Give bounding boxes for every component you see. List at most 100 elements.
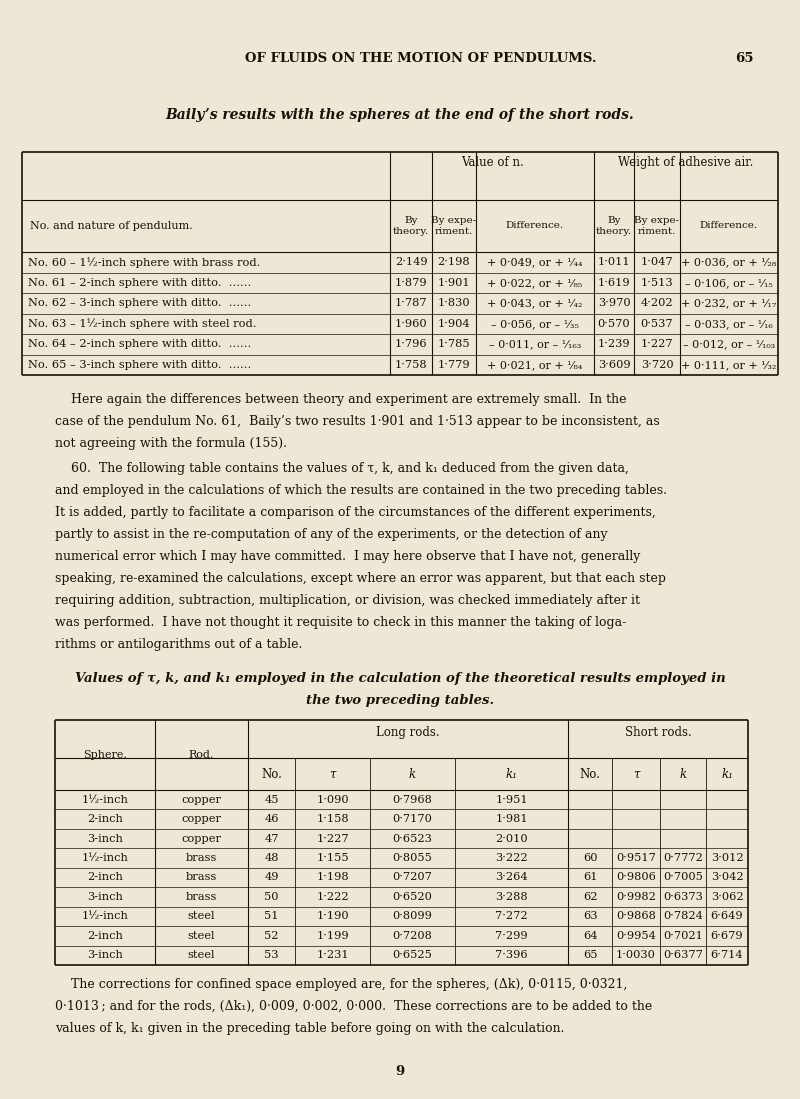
Text: partly to assist in the re-computation of any of the experiments, or the detecti: partly to assist in the re-computation o… [55, 528, 608, 541]
Text: By
theory.: By theory. [596, 217, 632, 235]
Text: 3-inch: 3-inch [87, 951, 123, 961]
Text: 1·198: 1·198 [316, 873, 349, 882]
Text: 1·830: 1·830 [438, 298, 470, 308]
Text: Difference.: Difference. [506, 222, 564, 231]
Text: 0·8099: 0·8099 [393, 911, 433, 921]
Text: No. 64 – 2-inch sphere with ditto.  ......: No. 64 – 2-inch sphere with ditto. .....… [28, 340, 251, 349]
Text: 2-inch: 2-inch [87, 814, 123, 824]
Text: 2·010: 2·010 [495, 834, 528, 844]
Text: 45: 45 [264, 795, 278, 804]
Text: not agreeing with the formula (155).: not agreeing with the formula (155). [55, 437, 287, 449]
Text: + 0·021, or + ¹⁄₈₄: + 0·021, or + ¹⁄₈₄ [487, 359, 582, 369]
Text: 1·155: 1·155 [316, 853, 349, 863]
Text: 1·011: 1·011 [598, 257, 630, 267]
Text: 2-inch: 2-inch [87, 873, 123, 882]
Text: Baily’s results with the spheres at the end of the short rods.: Baily’s results with the spheres at the … [166, 108, 634, 122]
Text: 65: 65 [582, 951, 598, 961]
Text: 0·7021: 0·7021 [663, 931, 703, 941]
Text: Weight of adhesive air.: Weight of adhesive air. [618, 156, 754, 169]
Text: No. and nature of pendulum.: No. and nature of pendulum. [30, 221, 193, 231]
Text: k₁: k₁ [506, 767, 518, 780]
Text: 1·231: 1·231 [316, 951, 349, 961]
Text: case of the pendulum No. 61,  Baily’s two results 1·901 and 1·513 appear to be i: case of the pendulum No. 61, Baily’s two… [55, 415, 660, 428]
Text: k₁: k₁ [721, 767, 733, 780]
Text: 1·190: 1·190 [316, 911, 349, 921]
Text: and employed in the calculations of which the results are contained in the two p: and employed in the calculations of whic… [55, 484, 667, 497]
Text: Sphere.: Sphere. [83, 750, 127, 761]
Text: 3·042: 3·042 [710, 873, 743, 882]
Text: Here again the differences between theory and experiment are extremely small.  I: Here again the differences between theor… [55, 393, 626, 406]
Text: 0·9954: 0·9954 [616, 931, 656, 941]
Text: 1·239: 1·239 [598, 340, 630, 349]
Text: 1·222: 1·222 [316, 892, 349, 902]
Text: 0·6520: 0·6520 [393, 892, 433, 902]
Text: 1·951: 1·951 [495, 795, 528, 804]
Text: 62: 62 [582, 892, 598, 902]
Text: 53: 53 [264, 951, 278, 961]
Text: Value of n.: Value of n. [461, 156, 523, 169]
Text: 1·090: 1·090 [316, 795, 349, 804]
Text: 7·299: 7·299 [495, 931, 528, 941]
Text: By expe-
riment.: By expe- riment. [634, 217, 679, 235]
Text: 52: 52 [264, 931, 278, 941]
Text: rithms or antilogarithms out of a table.: rithms or antilogarithms out of a table. [55, 639, 302, 651]
Text: 0·9517: 0·9517 [616, 853, 656, 863]
Text: No. 65 – 3-inch sphere with ditto.  ......: No. 65 – 3-inch sphere with ditto. .....… [28, 359, 251, 369]
Text: 1½-inch: 1½-inch [82, 911, 129, 921]
Text: 1·513: 1·513 [641, 278, 674, 288]
Text: 1·227: 1·227 [316, 834, 349, 844]
Text: Values of τ, k, and k₁ employed in the calculation of the theoretical results em: Values of τ, k, and k₁ employed in the c… [74, 671, 726, 685]
Text: No. 61 – 2-inch sphere with ditto.  ......: No. 61 – 2-inch sphere with ditto. .....… [28, 278, 251, 288]
Text: 0·7170: 0·7170 [393, 814, 433, 824]
Text: 1·796: 1·796 [394, 340, 427, 349]
Text: 3-inch: 3-inch [87, 892, 123, 902]
Text: 1·901: 1·901 [438, 278, 470, 288]
Text: 1·904: 1·904 [438, 319, 470, 329]
Text: 3·970: 3·970 [598, 298, 630, 308]
Text: 1·960: 1·960 [394, 319, 427, 329]
Text: 6·679: 6·679 [710, 931, 743, 941]
Text: requiring addition, subtraction, multiplication, or division, was checked immedi: requiring addition, subtraction, multipl… [55, 593, 640, 607]
Text: – 0·011, or – ¹⁄₁₆₃: – 0·011, or – ¹⁄₁₆₃ [489, 340, 581, 349]
Text: + 0·111, or + ¹⁄₃₂: + 0·111, or + ¹⁄₃₂ [682, 359, 777, 369]
Text: – 0·033, or – ¹⁄₁₆: – 0·033, or – ¹⁄₁₆ [685, 319, 773, 329]
Text: No. 63 – 1½-inch sphere with steel rod.: No. 63 – 1½-inch sphere with steel rod. [28, 319, 257, 329]
Text: 3·012: 3·012 [710, 853, 743, 863]
Text: 1·785: 1·785 [438, 340, 470, 349]
Text: 2·198: 2·198 [438, 257, 470, 267]
Text: 61: 61 [582, 873, 598, 882]
Text: 2-inch: 2-inch [87, 931, 123, 941]
Text: 6·649: 6·649 [710, 911, 743, 921]
Text: 64: 64 [582, 931, 598, 941]
Text: steel: steel [188, 951, 215, 961]
Text: 50: 50 [264, 892, 278, 902]
Text: 0·9982: 0·9982 [616, 892, 656, 902]
Text: 0·6523: 0·6523 [393, 834, 433, 844]
Text: 9: 9 [395, 1065, 405, 1078]
Text: the two preceding tables.: the two preceding tables. [306, 693, 494, 707]
Text: 0·7208: 0·7208 [393, 931, 433, 941]
Text: 0·1013 ; and for the rods, (Δk₁), 0·009, 0·002, 0·000.  These corrections are to: 0·1013 ; and for the rods, (Δk₁), 0·009,… [55, 1000, 652, 1013]
Text: 1·879: 1·879 [394, 278, 427, 288]
Text: copper: copper [182, 834, 222, 844]
Text: 0·6377: 0·6377 [663, 951, 703, 961]
Text: 0·9868: 0·9868 [616, 911, 656, 921]
Text: 3·062: 3·062 [710, 892, 743, 902]
Text: – 0·106, or – ¹⁄₁₅: – 0·106, or – ¹⁄₁₅ [685, 278, 773, 288]
Text: steel: steel [188, 911, 215, 921]
Text: No.: No. [579, 767, 601, 780]
Text: 0·9806: 0·9806 [616, 873, 656, 882]
Text: 60.  The following table contains the values of τ, k, and k₁ deduced from the gi: 60. The following table contains the val… [55, 462, 629, 475]
Text: 63: 63 [582, 911, 598, 921]
Text: speaking, re-examined the calculations, except where an error was apparent, but : speaking, re-examined the calculations, … [55, 571, 666, 585]
Text: – 0·012, or – ¹⁄₁₀₃: – 0·012, or – ¹⁄₁₀₃ [683, 340, 775, 349]
Text: 0·8055: 0·8055 [393, 853, 433, 863]
Text: copper: copper [182, 795, 222, 804]
Text: Long rods.: Long rods. [376, 726, 440, 739]
Text: 3·720: 3·720 [641, 359, 674, 369]
Text: 1½-inch: 1½-inch [82, 795, 129, 804]
Text: brass: brass [186, 892, 217, 902]
Text: 49: 49 [264, 873, 278, 882]
Text: 6·714: 6·714 [710, 951, 743, 961]
Text: τ: τ [330, 767, 336, 780]
